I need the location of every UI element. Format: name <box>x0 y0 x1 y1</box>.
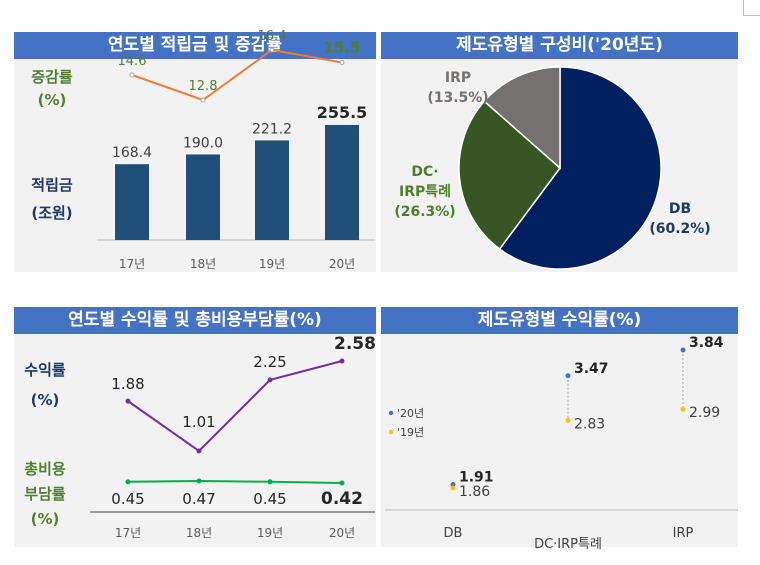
bar-value-label: 168.4 <box>112 145 152 161</box>
value-label-2019: 2.99 <box>689 405 720 421</box>
cost-value-label: 0.45 <box>111 490 144 508</box>
bar-reserve <box>115 164 149 240</box>
cost-point <box>339 480 345 486</box>
rate-value-label: 12.8 <box>189 79 218 94</box>
dot-2020 <box>450 482 456 488</box>
pie-slice <box>458 100 562 251</box>
category-label: IRP <box>673 526 694 541</box>
cost-axis-label: 부담률 <box>24 485 66 503</box>
rate-point <box>269 47 275 53</box>
x-tick-label: 17년 <box>115 526 141 540</box>
value-label-2019: 1.86 <box>459 484 490 500</box>
x-tick-label: 20년 <box>329 526 355 540</box>
pie-slice <box>483 66 561 170</box>
panel-return-cost-title: 연도별 수익률 및 총비용부담률(%) <box>14 307 376 334</box>
rate-value-label: 15.5 <box>323 38 360 56</box>
cost-line <box>127 479 343 484</box>
dot-2020 <box>565 373 571 379</box>
legend-label-2019: '19년 <box>397 426 424 439</box>
pie-label-dc-irp: IRP특례 <box>399 184 451 200</box>
return-axis-label: (%) <box>31 391 60 409</box>
x-tick-label: 19년 <box>257 526 283 540</box>
bar-reserve <box>186 154 220 240</box>
x-tick-label: 19년 <box>259 257 285 271</box>
corner-mark <box>743 0 760 16</box>
amount-axis-label: (조원) <box>31 204 72 222</box>
category-label: DB <box>444 526 463 541</box>
amount-axis-label: 적립금 <box>31 176 73 194</box>
cost-axis-label: (%) <box>31 510 60 528</box>
dot-2019 <box>450 485 456 491</box>
rate-axis-label: 증감률 <box>31 68 73 86</box>
dot-2019 <box>565 417 571 423</box>
pie-label-db: (60.2%) <box>649 221 710 237</box>
cost-point <box>125 479 131 485</box>
rate-axis-label: (%) <box>38 91 67 109</box>
bar-value-label: 221.2 <box>252 121 292 137</box>
return-line <box>127 360 343 453</box>
panel-return-cost <box>14 307 376 547</box>
value-label-2020: 3.84 <box>689 335 724 351</box>
rate-point <box>339 59 345 65</box>
return-value-label: 1.88 <box>111 375 144 393</box>
panel-reserve-title: 연도별 적립금 및 증감률 <box>14 32 376 59</box>
return-point <box>125 398 131 404</box>
x-tick-label: 18년 <box>186 526 212 540</box>
return-point <box>339 358 345 364</box>
cost-point <box>196 478 202 484</box>
legend-label-2020: '20년 <box>397 407 424 420</box>
rate-point <box>129 72 135 78</box>
rate-point <box>200 97 206 103</box>
bar-value-label: 255.5 <box>317 103 368 122</box>
return-value-label: 1.01 <box>182 413 215 431</box>
panel-type-return-title: 제도유형별 수익률(%) <box>381 307 738 334</box>
x-tick-label: 17년 <box>119 257 145 271</box>
return-value-label: 2.58 <box>334 334 376 354</box>
dot-2019 <box>680 406 686 412</box>
return-point <box>196 448 202 454</box>
bar-reserve <box>325 125 359 240</box>
pie-label-irp: (13.5%) <box>427 90 488 106</box>
return-axis-label: 수익률 <box>24 361 66 379</box>
legend-dot-2020 <box>388 410 394 416</box>
x-tick-label: 20년 <box>329 257 355 271</box>
cost-value-label: 0.45 <box>253 490 286 508</box>
cost-value-label: 0.42 <box>321 489 363 509</box>
dot-2020 <box>680 347 686 353</box>
return-value-label: 2.25 <box>253 353 286 371</box>
rate-value-label: 16.4 <box>258 29 287 44</box>
value-label-2020: 1.91 <box>459 470 494 486</box>
pie-slice <box>498 66 662 270</box>
value-label-2020: 3.47 <box>574 361 609 377</box>
pie-label-irp: IRP <box>445 70 471 86</box>
pie-label-dc-irp: DC· <box>411 164 438 180</box>
return-point <box>267 377 273 383</box>
category-label: DC·IRP특례 <box>534 537 602 552</box>
cost-point <box>267 479 273 485</box>
rate-line <box>131 48 343 102</box>
pie-label-dc-irp: (26.3%) <box>394 204 455 220</box>
panel-composition-title: 제도유형별 구성비('20년도) <box>381 32 738 59</box>
cost-axis-label: 총비용 <box>24 460 66 478</box>
legend-dot-2019 <box>388 429 394 435</box>
rate-value-label: 14.6 <box>118 54 147 69</box>
panel-type-return <box>381 307 738 547</box>
value-label-2019: 2.83 <box>574 416 605 432</box>
cost-value-label: 0.47 <box>182 490 215 508</box>
bar-value-label: 190.0 <box>183 135 223 151</box>
x-tick-label: 18년 <box>190 257 216 271</box>
bar-reserve <box>255 140 289 240</box>
pie-label-db: DB <box>669 201 691 217</box>
